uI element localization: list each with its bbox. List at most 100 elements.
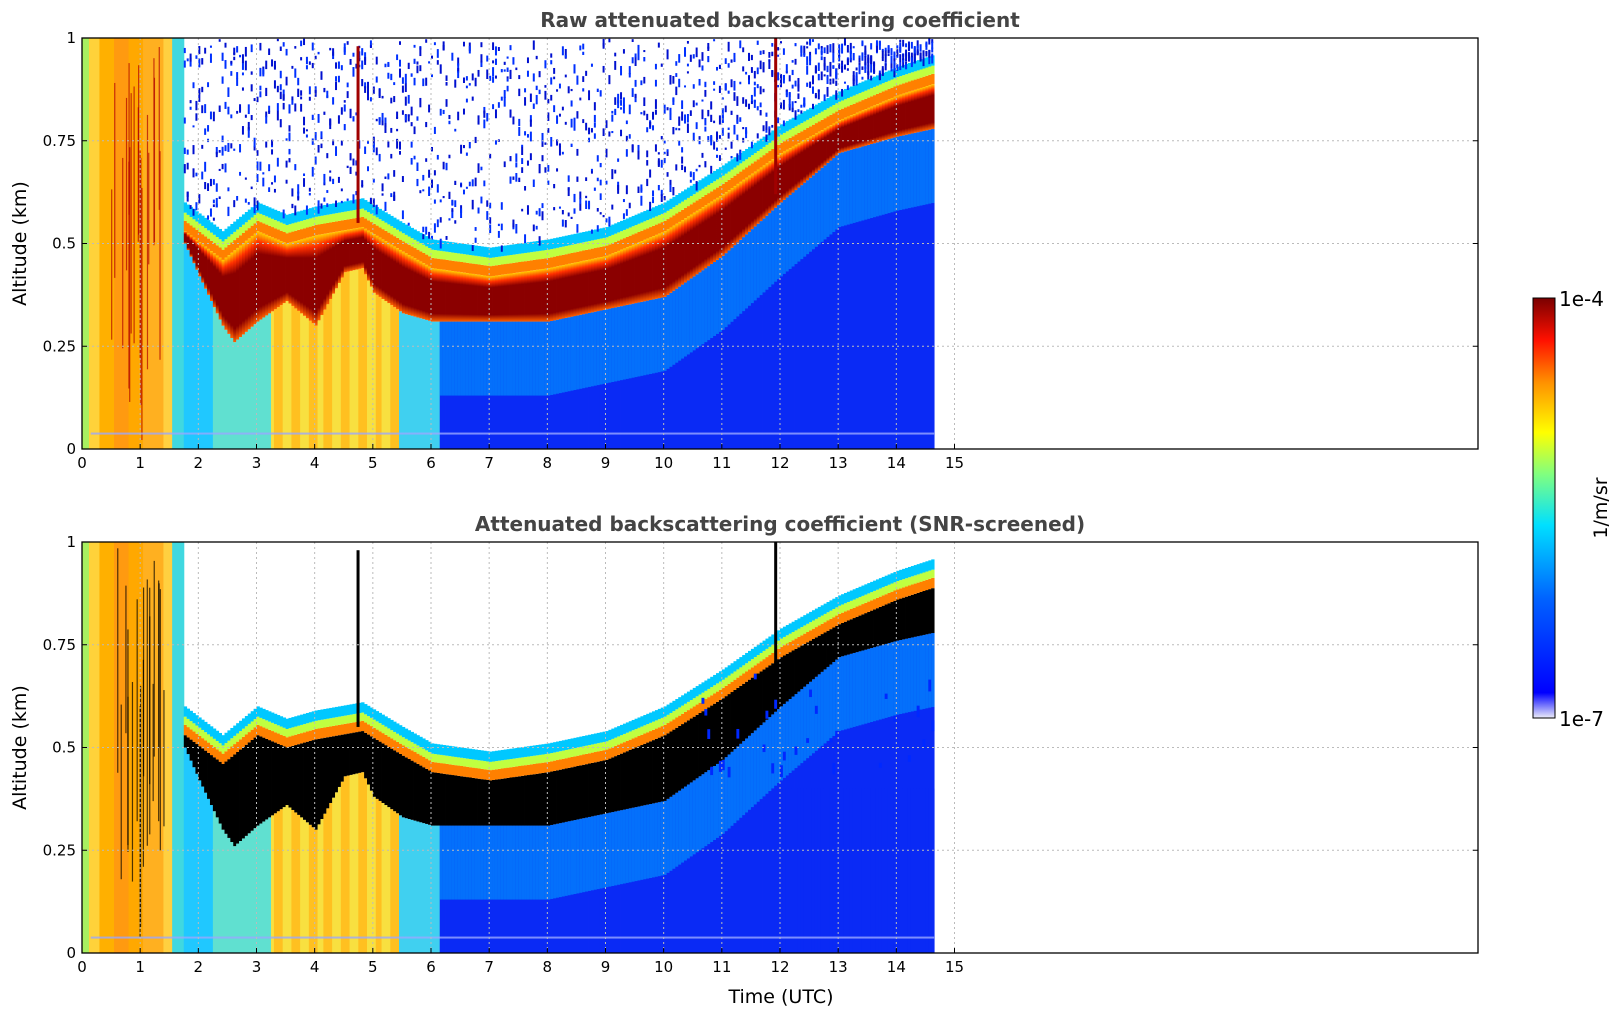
heatmap-cell xyxy=(753,673,758,680)
heatmap-cell xyxy=(718,64,721,69)
heatmap-cell xyxy=(910,637,915,712)
heatmap-cell xyxy=(803,139,807,183)
heatmap-cell xyxy=(797,84,800,89)
heatmap-cell xyxy=(311,740,316,828)
heatmap-cell xyxy=(428,752,432,761)
heatmap-cell xyxy=(390,73,393,81)
heatmap-cell xyxy=(358,268,362,449)
heatmap-cell xyxy=(399,141,401,150)
heatmap-cell xyxy=(335,288,339,449)
heatmap-cell xyxy=(268,313,272,449)
heatmap-cell xyxy=(835,625,839,660)
heatmap-cell xyxy=(590,734,595,745)
x-tick-label: 12 xyxy=(770,958,789,976)
heatmap-cell xyxy=(550,753,554,762)
heatmap-cell xyxy=(346,198,349,201)
heatmap-cell xyxy=(250,115,253,121)
heatmap-cell xyxy=(127,696,129,852)
x-tick-label: 0 xyxy=(77,454,87,472)
heatmap-cell xyxy=(239,245,243,338)
heatmap-cell xyxy=(192,145,195,155)
heatmap-cell xyxy=(817,113,822,122)
heatmap-cell xyxy=(843,603,848,612)
heatmap-cell xyxy=(489,257,493,267)
heatmap-cell xyxy=(686,71,689,74)
x-tick-label: 9 xyxy=(601,958,611,976)
heatmap-cell xyxy=(483,275,487,322)
heatmap-cell xyxy=(707,174,711,185)
heatmap-cell xyxy=(262,233,266,318)
heatmap-cell xyxy=(221,753,225,764)
heatmap-cell xyxy=(902,568,906,580)
heatmap-cell xyxy=(817,62,820,71)
heatmap-cell xyxy=(567,739,571,750)
heatmap-cell xyxy=(780,646,784,658)
heatmap-cell xyxy=(314,55,317,60)
heatmap-cell xyxy=(375,204,378,215)
heatmap-cell xyxy=(503,759,508,769)
heatmap-cell xyxy=(817,89,820,92)
heatmap-cell xyxy=(529,321,534,396)
heatmap-cell xyxy=(721,687,726,699)
heatmap-cell xyxy=(294,46,297,49)
heatmap-cell xyxy=(608,254,612,309)
heatmap-cell xyxy=(462,747,467,759)
heatmap-cell xyxy=(902,75,906,84)
heatmap-cell xyxy=(288,125,291,132)
heatmap-cell xyxy=(303,209,307,221)
heatmap-cell xyxy=(186,718,191,728)
heatmap-cell xyxy=(890,573,894,584)
heatmap-cell xyxy=(777,648,781,660)
heatmap-cell xyxy=(614,223,618,234)
heatmap-cell xyxy=(431,179,433,188)
heatmap-cell xyxy=(230,842,234,953)
heatmap-cell xyxy=(652,740,656,804)
heatmap-cell xyxy=(750,733,755,808)
heatmap-cell xyxy=(221,52,224,61)
heatmap-cell xyxy=(436,258,441,269)
heatmap-cell xyxy=(762,146,766,156)
heatmap-cell xyxy=(756,106,759,111)
heatmap-cell xyxy=(524,88,527,93)
heatmap-cell xyxy=(215,313,220,449)
heatmap-cell xyxy=(448,120,451,125)
heatmap-cell xyxy=(800,635,804,646)
heatmap-cell xyxy=(291,99,294,105)
heatmap-cell xyxy=(794,110,797,120)
heatmap-cell xyxy=(899,42,902,53)
heatmap-cell xyxy=(494,140,497,145)
heatmap-cell xyxy=(236,237,240,248)
heatmap-cell xyxy=(454,128,457,132)
heatmap-cell xyxy=(727,63,730,68)
heatmap-cell xyxy=(390,748,394,810)
heatmap-cell xyxy=(730,247,734,322)
heatmap-cell xyxy=(413,752,417,763)
heatmap-cell xyxy=(442,773,446,826)
heatmap-cell xyxy=(189,225,193,236)
heatmap-cell xyxy=(782,655,787,704)
heatmap-cell xyxy=(265,141,268,148)
heatmap-cell xyxy=(367,166,370,172)
x-tick-label: 3 xyxy=(252,958,262,976)
heatmap-cell xyxy=(448,154,451,159)
heatmap-cell xyxy=(713,261,717,449)
heatmap-cell xyxy=(585,70,588,76)
heatmap-cell xyxy=(590,752,595,763)
heatmap-cell xyxy=(602,38,605,47)
heatmap-cell xyxy=(701,774,705,953)
heatmap-cell xyxy=(320,143,323,149)
heatmap-cell xyxy=(614,60,617,70)
heatmap-cell xyxy=(875,646,880,721)
heatmap-cell xyxy=(684,199,688,208)
heatmap-cell xyxy=(817,131,822,171)
heatmap-cell xyxy=(454,200,457,207)
heatmap-cell xyxy=(186,737,191,755)
heatmap-cell xyxy=(183,747,188,953)
heatmap-cell xyxy=(329,726,333,737)
heatmap-cell xyxy=(288,224,292,233)
heatmap-cell xyxy=(873,95,877,106)
heatmap-cell xyxy=(843,99,848,108)
heatmap-cell xyxy=(239,54,242,58)
heatmap-cell xyxy=(337,724,342,736)
heatmap-cell xyxy=(721,255,726,330)
